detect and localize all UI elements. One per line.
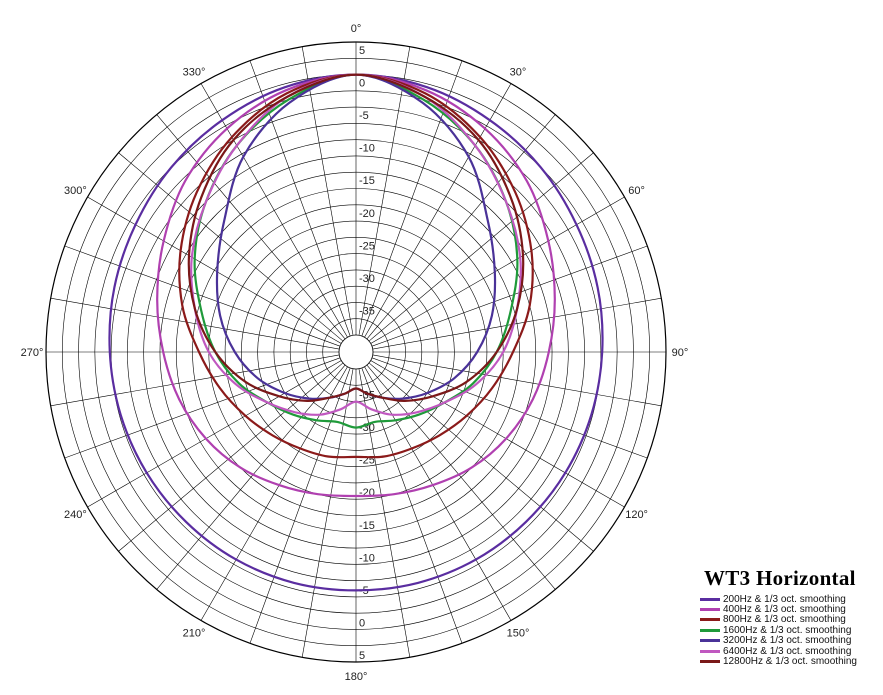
legend-label: 400Hz & 1/3 oct. smoothing [723,604,846,616]
angle-label: 330° [183,66,206,78]
legend-swatch [700,628,720,632]
grid-spoke [200,83,348,338]
grid-spoke [156,364,346,590]
center-hub [338,334,374,370]
radius-label-bottom: 0 [359,617,365,629]
grid-spoke [372,297,662,350]
grid-spoke [64,245,341,347]
radius-label: -35 [359,305,375,317]
legend-swatch [700,649,720,653]
legend-label: 800Hz & 1/3 oct. smoothing [723,614,846,626]
grid-spoke [364,83,512,338]
legend-swatch [700,608,720,612]
grid-spoke [249,367,351,644]
grid-spoke [370,360,625,508]
radius-label: -15 [359,175,375,187]
angle-label: 300° [64,185,87,197]
chart-title: WT3 Horizontal [704,566,856,590]
angle-label: 90° [672,347,689,359]
grid-spoke [368,152,594,342]
grid-spoke [118,152,344,342]
radius-label-bottom: -20 [359,487,375,499]
series-line-3 [193,73,519,429]
radius-label-bottom: -10 [359,552,375,564]
series-line-1 [156,73,556,498]
legend-swatch [700,660,720,664]
legend-label: 6400Hz & 1/3 oct. smoothing [723,645,852,657]
grid-spoke [372,354,662,407]
grid-spoke [366,114,556,340]
radius-label-bottom: -15 [359,520,375,532]
grid-spoke [371,357,648,459]
angle-label: 0° [351,23,362,35]
radius-label: -30 [359,273,375,285]
legend-swatch [700,639,720,643]
radius-label: 5 [359,45,365,57]
legend-item: 12800Hz & 1/3 oct. smoothing [700,656,883,668]
grid-spoke [118,362,344,552]
legend-item: 800Hz & 1/3 oct. smoothing [700,614,883,626]
grid-spoke [368,362,594,552]
radius-label: 0 [359,78,365,90]
legend-item: 200Hz & 1/3 oct. smoothing [700,593,883,605]
series-line-2 [178,73,534,459]
grid-spoke [358,368,411,658]
grid-spoke [50,297,340,350]
radius-label: -5 [359,110,369,122]
angle-label: 180° [345,671,368,683]
grid-spoke [301,46,354,336]
grid-spoke [64,357,341,459]
grid-spoke [249,60,351,337]
grid-spoke [361,60,463,337]
grid-spoke [50,354,340,407]
angle-label: 60° [628,185,645,197]
grid-spoke [200,366,348,621]
grid-spoke [358,46,411,336]
angle-label: 240° [64,509,87,521]
legend-item: 400Hz & 1/3 oct. smoothing [700,604,883,616]
grid-spoke [87,360,342,508]
radius-label: -25 [359,240,375,252]
series-line-0 [108,73,604,592]
angle-label: 150° [507,628,530,640]
grid-spoke [366,364,556,590]
polar-plot: 50-5-10-15-20-25-30-35-35-30-25-20-15-10… [21,23,689,683]
legend-item: 3200Hz & 1/3 oct. smoothing [700,635,883,647]
legend-item: 6400Hz & 1/3 oct. smoothing [700,645,883,657]
angle-label: 30° [510,66,527,78]
legend-items: 200Hz & 1/3 oct. smoothing 400Hz & 1/3 oc… [700,594,883,667]
radius-label: -20 [359,208,375,220]
angle-tick-labels: 0° 30° 60° 90° 120° 150° 180° 210° 240° 270° 300° 3… [21,23,689,683]
grid-spoke [364,366,512,621]
legend-label: 200Hz & 1/3 oct. smoothing [723,593,846,605]
legend: WT3 Horizontal 200Hz & 1/3 oct. smoothin… [700,566,883,667]
series-line-6 [187,73,525,403]
radius-label: -10 [359,143,375,155]
angle-label: 270° [21,347,44,359]
grid-spoke [370,196,625,344]
angle-label: 210° [183,628,206,640]
angle-label: 120° [625,509,648,521]
grid-spoke [156,114,346,340]
legend-swatch [700,597,720,601]
series-curves [108,73,604,592]
series-line-5 [190,73,522,416]
grid-spoke [371,245,648,347]
legend-label: 1600Hz & 1/3 oct. smoothing [723,624,852,636]
legend-label: 3200Hz & 1/3 oct. smoothing [723,635,852,647]
legend-swatch [700,618,720,622]
grid-spoke [361,367,463,644]
radius-label-bottom: 5 [359,650,365,662]
legend-item: 1600Hz & 1/3 oct. smoothing [700,624,883,636]
grid-spoke [301,368,354,658]
grid-spoke [87,196,342,344]
legend-label: 12800Hz & 1/3 oct. smoothing [723,656,857,668]
